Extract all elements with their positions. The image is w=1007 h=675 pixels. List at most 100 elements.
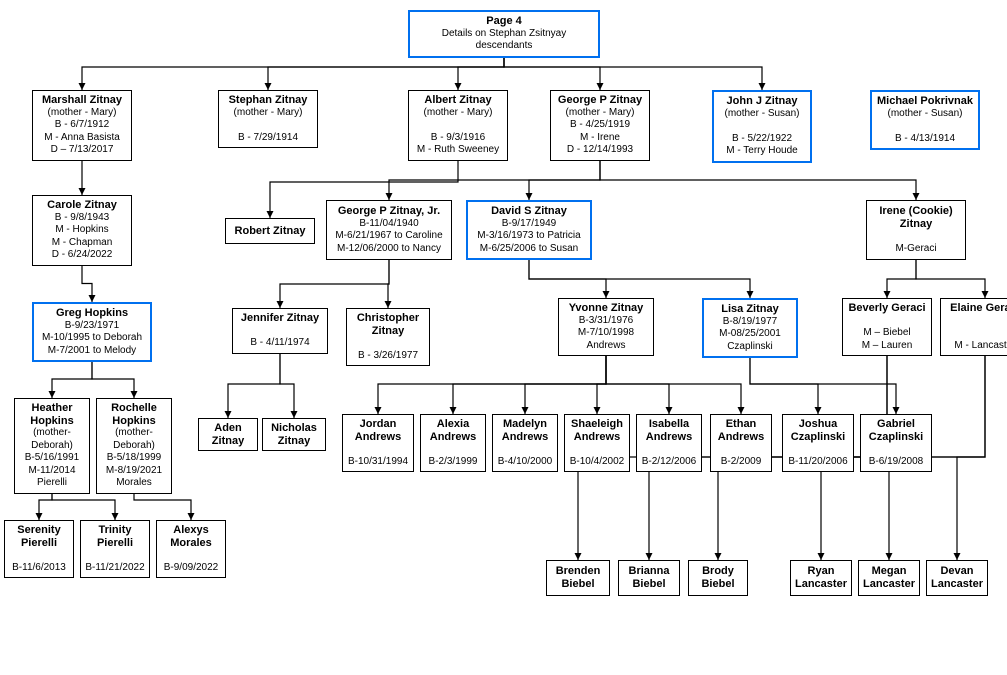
node-details: B-10/31/1994 xyxy=(347,443,409,468)
tree-node-beverly: Beverly Geraci M – Biebel M – Lauren xyxy=(842,298,932,356)
node-name: Christopher Zitnay xyxy=(351,312,425,337)
tree-node-jennifer: Jennifer Zitnay B - 4/11/1974 xyxy=(232,308,328,354)
node-name: Jennifer Zitnay xyxy=(237,312,323,325)
node-details: B-2/2009 xyxy=(715,443,767,468)
node-details: B-3/31/1976 M-7/10/1998 Andrews xyxy=(563,315,649,353)
node-name: Page 4 xyxy=(414,15,594,28)
tree-node-isabella: Isabella Andrews B-2/12/2006 xyxy=(636,414,702,472)
tree-node-robert: Robert Zitnay xyxy=(225,218,315,244)
node-details: (mother - Susan) B - 4/13/1914 xyxy=(876,108,974,146)
node-name: George P Zitnay, Jr. xyxy=(331,205,447,218)
node-details: B-2/12/2006 xyxy=(641,443,697,468)
node-name: Joshua Czaplinski xyxy=(787,418,849,443)
tree-node-brenden: Brenden Biebel xyxy=(546,560,610,596)
tree-node-lisa: Lisa ZitnayB-8/19/1977 M-08/25/2001 Czap… xyxy=(702,298,798,358)
tree-node-alexys: Alexys Morales B-9/09/2022 xyxy=(156,520,226,578)
node-name: Trinity Pierelli xyxy=(85,524,145,549)
node-details: (mother - Mary) B - 9/3/1916 M - Ruth Sw… xyxy=(413,107,503,157)
node-name: Rochelle Hopkins xyxy=(101,402,167,427)
node-details: (mother - Mary) B - 6/7/1912 M - Anna Ba… xyxy=(37,107,127,157)
tree-node-michael: Michael Pokrivnak(mother - Susan) B - 4/… xyxy=(870,90,980,150)
node-name: Albert Zitnay xyxy=(413,94,503,107)
tree-node-alexia: Alexia Andrews B-2/3/1999 xyxy=(420,414,486,472)
node-details: B - 9/8/1943 M - Hopkins M - Chapman D -… xyxy=(37,212,127,262)
tree-node-heather: Heather Hopkins(mother- Deborah) B-5/16/… xyxy=(14,398,90,494)
node-name: Lisa Zitnay xyxy=(708,303,792,316)
node-details: Details on Stephan Zsitnyay descendants xyxy=(414,28,594,53)
tree-node-gabriel: Gabriel Czaplinski B-6/19/2008 xyxy=(860,414,932,472)
node-details: B-10/4/2002 xyxy=(569,443,625,468)
node-name: Ethan Andrews xyxy=(715,418,767,443)
node-details: B-2/3/1999 xyxy=(425,443,481,468)
tree-node-greg: Greg HopkinsB-9/23/1971 M-10/1995 to Deb… xyxy=(32,302,152,362)
tree-node-madelyn: Madelyn Andrews B-4/10/2000 xyxy=(492,414,558,472)
node-name: Gabriel Czaplinski xyxy=(865,418,927,443)
node-details: M – Biebel M – Lauren xyxy=(847,315,927,353)
node-details: B-9/17/1949 M-3/16/1973 to Patricia M-6/… xyxy=(472,218,586,256)
node-name: Greg Hopkins xyxy=(38,307,146,320)
node-name: Irene (Cookie) Zitnay xyxy=(871,205,961,230)
node-name: Yvonne Zitnay xyxy=(563,302,649,315)
node-name: Brianna Biebel xyxy=(623,565,675,590)
node-name: Stephan Zitnay xyxy=(223,94,313,107)
tree-node-jordan: Jordan Andrews B-10/31/1994 xyxy=(342,414,414,472)
tree-node-trinity: Trinity Pierelli B-11/21/2022 xyxy=(80,520,150,578)
node-name: Nicholas Zitnay xyxy=(267,422,321,447)
node-name: Heather Hopkins xyxy=(19,402,85,427)
tree-node-root: Page 4Details on Stephan Zsitnyay descen… xyxy=(408,10,600,58)
node-name: Brenden Biebel xyxy=(551,565,605,590)
node-details: B-6/19/2008 xyxy=(865,443,927,468)
node-name: Alexys Morales xyxy=(161,524,221,549)
node-details: B-9/09/2022 xyxy=(161,549,221,574)
tree-node-david: David S ZitnayB-9/17/1949 M-3/16/1973 to… xyxy=(466,200,592,260)
node-name: Devan Lancaster xyxy=(931,565,983,590)
tree-node-joshua: Joshua Czaplinski B-11/20/2006 xyxy=(782,414,854,472)
node-details: M-Geraci xyxy=(871,230,961,255)
node-details: B-11/6/2013 xyxy=(9,549,69,574)
tree-node-shaeleigh: Shaeleigh Andrews B-10/4/2002 xyxy=(564,414,630,472)
node-name: Megan Lancaster xyxy=(863,565,915,590)
node-details: B-4/10/2000 xyxy=(497,443,553,468)
tree-node-marshall: Marshall Zitnay(mother - Mary) B - 6/7/1… xyxy=(32,90,132,161)
node-details: B - 4/11/1974 xyxy=(237,325,323,350)
tree-node-albert: Albert Zitnay(mother - Mary) B - 9/3/191… xyxy=(408,90,508,161)
tree-node-elaine: Elaine Geraci M - Lancaster xyxy=(940,298,1007,356)
node-name: Jordan Andrews xyxy=(347,418,409,443)
tree-node-georgep: George P Zitnay(mother - Mary) B - 4/25/… xyxy=(550,90,650,161)
node-details: B-11/04/1940 M-6/21/1967 to Caroline M-1… xyxy=(331,218,447,256)
tree-node-ethan: Ethan Andrews B-2/2009 xyxy=(710,414,772,472)
tree-node-nicholas: Nicholas Zitnay xyxy=(262,418,326,451)
node-name: Ryan Lancaster xyxy=(795,565,847,590)
tree-node-carole: Carole ZitnayB - 9/8/1943 M - Hopkins M … xyxy=(32,195,132,266)
node-name: Madelyn Andrews xyxy=(497,418,553,443)
tree-node-johnj: John J Zitnay(mother - Susan) B - 5/22/1… xyxy=(712,90,812,163)
node-name: David S Zitnay xyxy=(472,205,586,218)
node-name: George P Zitnay xyxy=(555,94,645,107)
node-details: (mother - Susan) B - 5/22/1922 M - Terry… xyxy=(718,108,806,158)
node-name: Serenity Pierelli xyxy=(9,524,69,549)
family-tree-diagram: Page 4Details on Stephan Zsitnyay descen… xyxy=(0,0,1007,675)
node-details: (mother - Mary) B - 7/29/1914 xyxy=(223,107,313,145)
node-details: B-9/23/1971 M-10/1995 to Deborah M-7/200… xyxy=(38,320,146,358)
tree-node-serenity: Serenity Pierelli B-11/6/2013 xyxy=(4,520,74,578)
node-details: B - 3/26/1977 xyxy=(351,337,425,362)
node-name: Elaine Geraci xyxy=(945,302,1007,315)
node-name: Marshall Zitnay xyxy=(37,94,127,107)
tree-node-yvonne: Yvonne ZitnayB-3/31/1976 M-7/10/1998 And… xyxy=(558,298,654,356)
tree-node-brianna: Brianna Biebel xyxy=(618,560,680,596)
node-name: Michael Pokrivnak xyxy=(876,95,974,108)
node-name: Alexia Andrews xyxy=(425,418,481,443)
tree-node-georgejr: George P Zitnay, Jr.B-11/04/1940 M-6/21/… xyxy=(326,200,452,260)
node-name: Carole Zitnay xyxy=(37,199,127,212)
node-name: Isabella Andrews xyxy=(641,418,697,443)
node-name: John J Zitnay xyxy=(718,95,806,108)
node-name: Robert Zitnay xyxy=(230,225,310,238)
tree-node-megan: Megan Lancaster xyxy=(858,560,920,596)
tree-node-christopher: Christopher Zitnay B - 3/26/1977 xyxy=(346,308,430,366)
tree-node-devan: Devan Lancaster xyxy=(926,560,988,596)
tree-node-aden: Aden Zitnay xyxy=(198,418,258,451)
tree-node-brody: Brody Biebel xyxy=(688,560,748,596)
tree-node-rochelle: Rochelle Hopkins(mother- Deborah) B-5/18… xyxy=(96,398,172,494)
node-details: (mother - Mary) B - 4/25/1919 M - Irene … xyxy=(555,107,645,157)
node-name: Brody Biebel xyxy=(693,565,743,590)
